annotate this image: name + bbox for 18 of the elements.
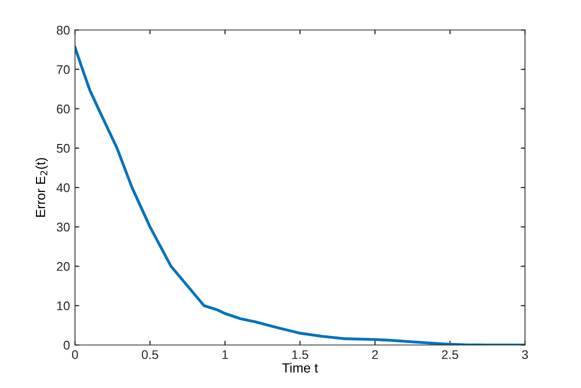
- y-tick-label: 20: [56, 262, 70, 271]
- x-tick-label: 0.5: [142, 350, 158, 360]
- y-tick-label: 50: [56, 144, 70, 153]
- y-axis-title: Error E$_{2}$(t): [36, 158, 48, 217]
- x-tick-label: 1.5: [292, 350, 308, 360]
- x-axis-title: Time t: [282, 362, 318, 373]
- y-tick-label: 70: [56, 65, 70, 74]
- x-tick-label: 3: [522, 350, 528, 360]
- x-tick-label: 1: [222, 350, 228, 359]
- y-tick-label: 80: [56, 26, 70, 35]
- y-tick-label: 60: [56, 104, 70, 114]
- x-tick-label: 2: [372, 350, 378, 359]
- x-tick-label: 2.5: [442, 350, 458, 360]
- y-tick-label: 0: [64, 340, 70, 350]
- y-tick-label: 30: [56, 222, 70, 232]
- y-tick-label: 40: [56, 183, 70, 192]
- x-tick-label: 0: [72, 350, 78, 360]
- y-tick-label: 10: [57, 301, 70, 310]
